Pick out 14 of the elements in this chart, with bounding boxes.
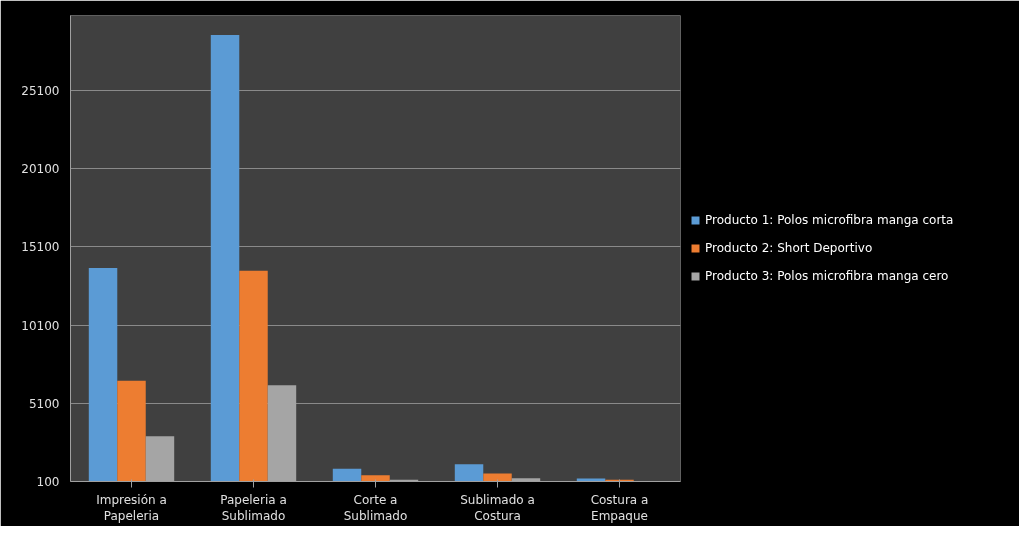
y-tick-label: 100 [36, 475, 60, 489]
y-tick-label: 5100 [28, 396, 60, 411]
x-tick-label: Sublimado a Costura [460, 492, 535, 524]
x-tick-label: Costura a Empaque [590, 492, 649, 524]
y-tick-label: 20100 [21, 162, 60, 177]
y-tick-label: 15100 [21, 240, 60, 255]
legend-label: Producto 1: Polos microfibra manga corta [705, 213, 955, 227]
y-tick-label: 10100 [21, 318, 60, 333]
x-tick-label: Impresión a Papeleria [96, 492, 167, 524]
x-tick-label: Corte a Sublimado [343, 492, 408, 524]
legend-label: Producto 3: Polos microfibra manga cero [705, 269, 950, 283]
x-tick-label: Papeleria a Sublimado [220, 492, 287, 524]
y-tick-label: 25100 [21, 84, 60, 99]
legend-label: Producto 2: Short Deportivo [705, 241, 874, 255]
